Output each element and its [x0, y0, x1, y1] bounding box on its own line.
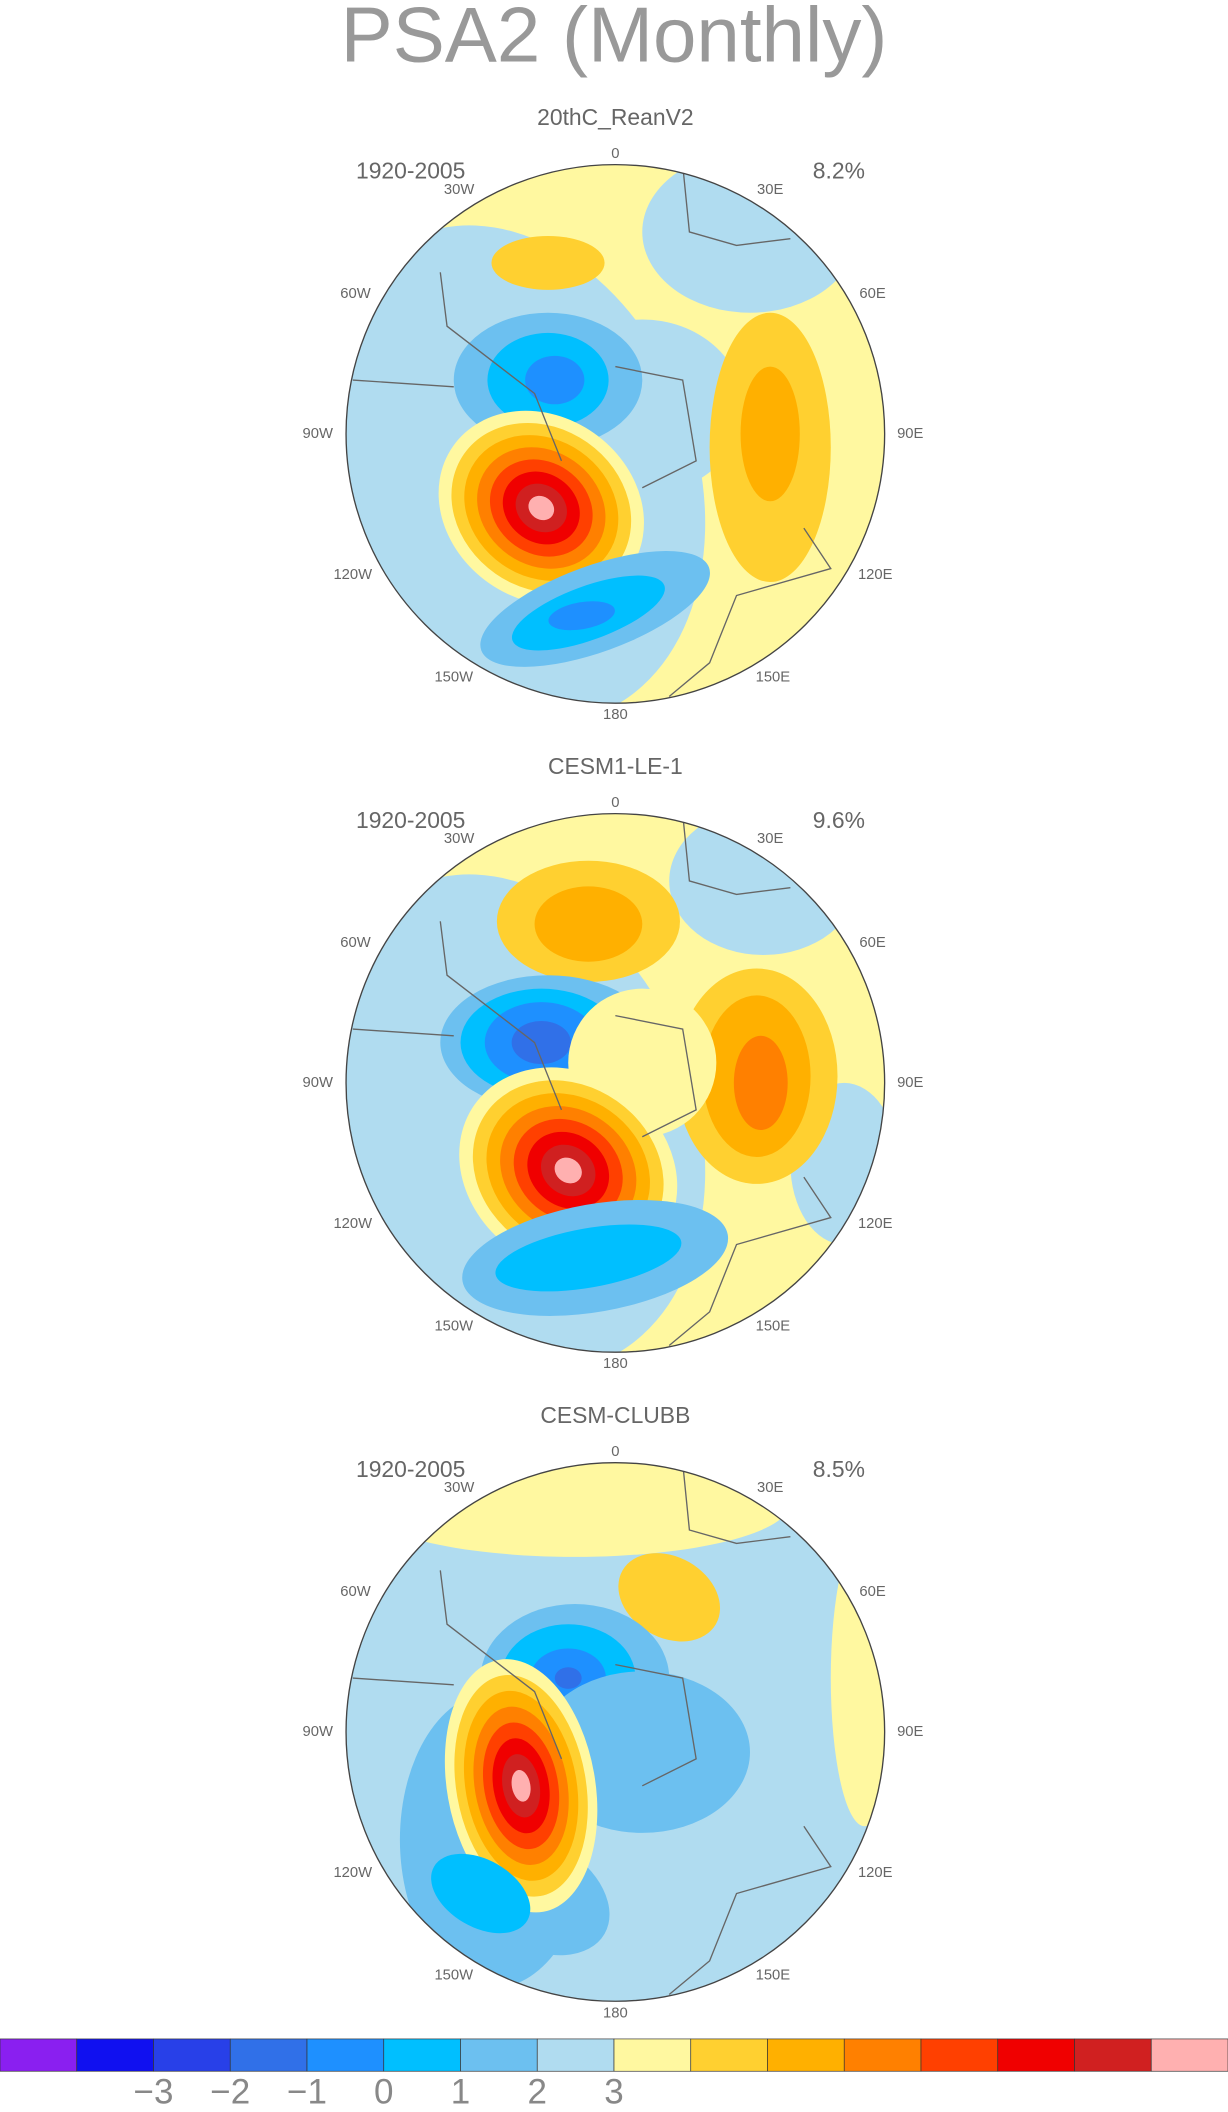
longitude-label: 0	[611, 1444, 619, 1460]
longitude-label: 120E	[858, 1216, 893, 1232]
longitude-label: 90W	[303, 1724, 333, 1740]
longitude-label: 120W	[333, 1216, 372, 1232]
longitude-label: 90E	[897, 1075, 923, 1091]
colorbar-swatch	[460, 2038, 538, 2072]
colorbar-swatch	[690, 2038, 768, 2072]
contour-region	[548, 601, 615, 631]
map-border	[345, 163, 886, 704]
map-border	[345, 812, 886, 1353]
contour-region	[534, 886, 643, 962]
panel-title: 20thC_ReanV2	[537, 104, 693, 130]
longitude-label: 120W	[333, 1865, 372, 1881]
longitude-label: 60W	[340, 286, 370, 302]
colorbar-label: −1	[287, 2072, 327, 2111]
colorbar-label: 0	[374, 2072, 393, 2111]
contour-region	[830, 1529, 885, 1827]
longitude-label: 90E	[897, 1724, 923, 1740]
longitude-label: 0	[611, 795, 619, 811]
longitude-label: 60E	[859, 935, 885, 951]
variance-label: 8.5%	[813, 1456, 865, 1482]
contour-region	[618, 1553, 721, 1642]
longitude-label: 30E	[757, 831, 783, 847]
longitude-label: 180	[603, 707, 628, 723]
contour-region	[431, 1853, 531, 1934]
colorbar-swatch	[229, 2038, 308, 2072]
longitude-label: 60E	[859, 286, 885, 302]
coastline	[352, 164, 832, 698]
colorbar-swatch	[613, 2038, 692, 2072]
coastline	[352, 1462, 832, 1996]
contour-region	[528, 495, 555, 521]
colorbar-swatch	[843, 2038, 922, 2072]
colorbar-label: −2	[210, 2072, 250, 2111]
longitude-label: 150E	[756, 670, 791, 686]
colorbar-label: −3	[134, 2072, 174, 2111]
longitude-label: 150E	[756, 1968, 791, 1984]
contour-region	[733, 1035, 788, 1131]
longitude-label: 30W	[444, 831, 474, 847]
contour-region	[511, 1769, 531, 1802]
contour-region	[554, 1667, 582, 1689]
panel-title: CESM-CLUBB	[540, 1402, 690, 1428]
colorbar-swatch	[536, 2038, 615, 2072]
longitude-label: 60E	[859, 1584, 885, 1600]
longitude-label: 150W	[434, 670, 473, 686]
map-panel	[346, 813, 885, 1353]
variance-label: 8.2%	[813, 158, 865, 184]
longitude-label: 60W	[340, 935, 370, 951]
contour-region	[511, 1020, 571, 1065]
period-label: 1920-2005	[356, 1456, 465, 1482]
colorbar-swatch	[76, 2038, 154, 2072]
longitude-label: 120W	[333, 567, 372, 583]
contour-region	[491, 235, 605, 290]
longitude-label: 90W	[303, 426, 333, 442]
longitude-label: 120E	[858, 567, 893, 583]
longitude-label: 60W	[340, 1584, 370, 1600]
colorbar-label: 1	[451, 2072, 470, 2111]
figure-title: PSA2 (Monthly)	[341, 0, 888, 78]
colorbar-swatch	[383, 2038, 461, 2072]
longitude-label: 0	[611, 146, 619, 162]
colorbar-swatch	[1150, 2038, 1228, 2072]
contour-region	[740, 366, 800, 502]
contour-region	[495, 1224, 682, 1292]
colorbar-swatch	[0, 2038, 78, 2072]
longitude-label: 180	[603, 2005, 628, 2021]
colorbar-label: 2	[528, 2072, 547, 2111]
longitude-label: 30E	[757, 182, 783, 198]
longitude-label: 150W	[434, 1968, 473, 1984]
period-label: 1920-2005	[356, 807, 465, 833]
longitude-label: 90W	[303, 1075, 333, 1091]
colorbar-label: 3	[604, 2072, 623, 2111]
contour-region	[525, 355, 585, 405]
longitude-label: 120E	[858, 1865, 893, 1881]
colorbar-swatch	[306, 2038, 385, 2072]
map-border	[345, 1461, 886, 2002]
longitude-label: 150E	[756, 1319, 791, 1335]
colorbar-swatch	[153, 2038, 231, 2072]
longitude-label: 90E	[897, 426, 923, 442]
panel-title: CESM1-LE-1	[548, 753, 683, 779]
map-panel	[346, 1462, 885, 2002]
coastline	[352, 813, 832, 1347]
longitude-label: 180	[603, 1356, 628, 1372]
map-panel	[346, 164, 885, 704]
colorbar-swatch	[767, 2038, 845, 2072]
longitude-label: 30W	[444, 182, 474, 198]
colorbar-swatch	[997, 2038, 1075, 2072]
longitude-label: 30W	[444, 1480, 474, 1496]
longitude-label: 150W	[434, 1319, 473, 1335]
colorbar-swatch	[1074, 2038, 1152, 2072]
colorbar-swatch	[920, 2038, 999, 2072]
longitude-label: 30E	[757, 1480, 783, 1496]
contour-region	[554, 1157, 582, 1184]
period-label: 1920-2005	[356, 158, 465, 184]
variance-label: 9.6%	[813, 807, 865, 833]
